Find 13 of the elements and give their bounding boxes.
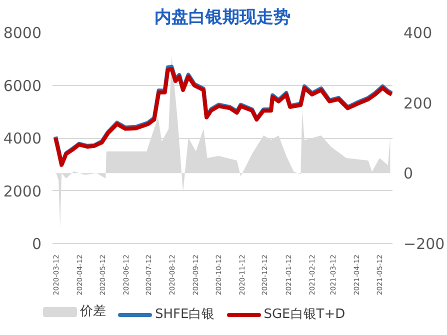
y-tick-label: 4000: [3, 130, 42, 148]
y-tick-label: 2000: [3, 182, 42, 200]
y2-tick-label: 0: [404, 164, 414, 183]
y2-tick-label: 200: [404, 94, 432, 112]
y-tick-label: 6000: [3, 76, 42, 95]
y2-tick-label: −200: [404, 235, 445, 253]
legend-label: SHFE白银: [155, 306, 215, 324]
legend-label: 价差: [80, 303, 106, 321]
y-tick-label: 8000: [3, 24, 42, 42]
y2-tick-label: 400: [404, 24, 432, 42]
chart-title: 内盘白银期现走势: [154, 8, 290, 28]
y-tick-label: 0: [32, 235, 42, 253]
legend-label: SGE白银T+D: [264, 306, 346, 324]
